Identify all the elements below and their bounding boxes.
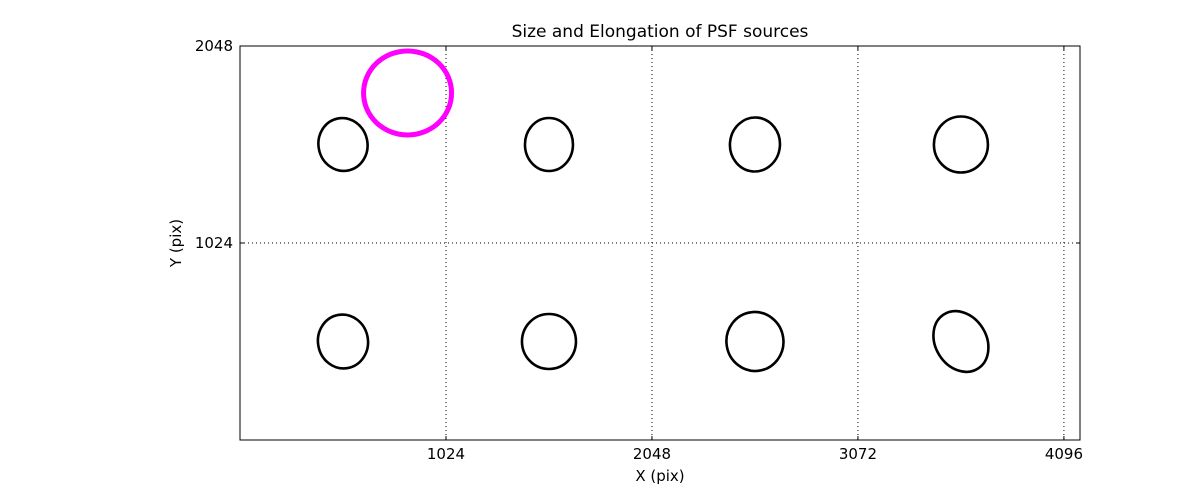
x-axis-label: X (pix) [635,467,685,485]
psf-ellipse [725,310,785,373]
y-axis-label: Y (pix) [167,218,185,268]
reference-circle [361,48,455,138]
y-tick-label: 2048 [195,37,233,55]
psf-ellipse [932,115,990,174]
x-tick-label: 3072 [839,445,877,463]
psf-ellipse [520,312,578,371]
psf-ellipse [523,116,575,173]
psf-ellipse [317,116,369,173]
x-tick-label: 1024 [427,445,465,463]
psf-ellipse [728,116,782,173]
chart-title: Size and Elongation of PSF sources [511,22,809,42]
y-tick-label: 1024 [195,234,233,252]
x-tick-label: 2048 [633,445,671,463]
x-tick-label: 4096 [1045,445,1083,463]
psf-ellipse [316,313,370,370]
psf-ellipse [932,309,990,374]
